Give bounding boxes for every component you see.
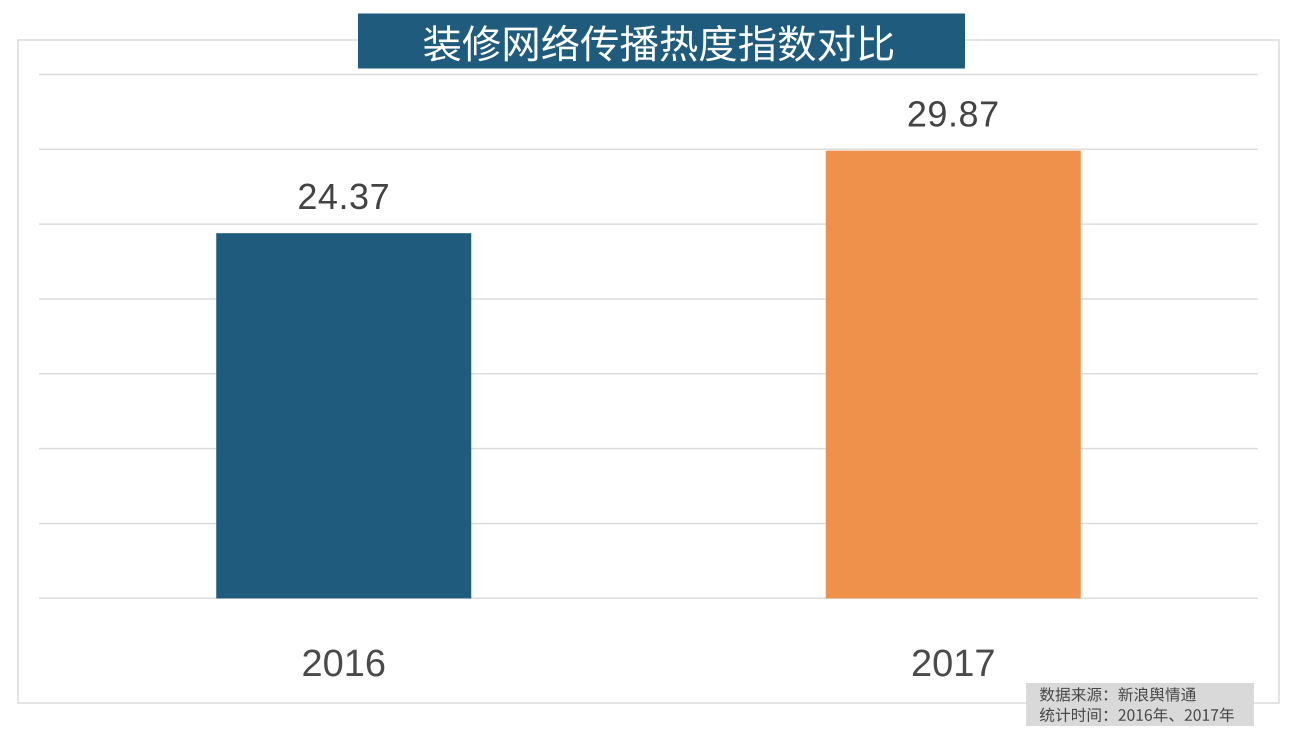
svg-text:29.87: 29.87 [907, 93, 1000, 134]
svg-text:24.37: 24.37 [297, 176, 390, 217]
svg-text:2017: 2017 [911, 643, 996, 685]
svg-text:2016: 2016 [301, 643, 386, 685]
